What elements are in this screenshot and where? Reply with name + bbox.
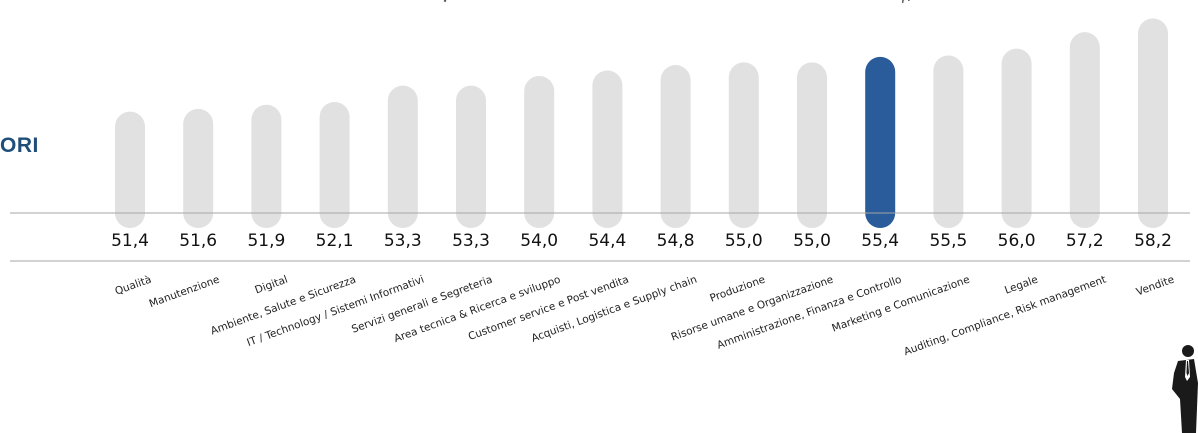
value-label-7: 54,0: [520, 231, 558, 251]
value-label-8: 54,4: [588, 231, 626, 251]
value-label-16: 58,2: [1134, 231, 1172, 251]
bar-12: [865, 56, 896, 228]
bars-group: [115, 18, 1168, 229]
bar-2: [183, 108, 214, 228]
value-label-11: 55,0: [793, 231, 831, 251]
businessman-figure-icon: [1172, 345, 1198, 433]
value-label-1: 51,4: [111, 231, 149, 251]
category-label-1: Qualità: [113, 274, 153, 298]
value-label-5: 53,3: [384, 231, 422, 251]
bar-11: [797, 62, 827, 229]
value-label-3: 51,9: [247, 231, 285, 251]
category-label-2: Manutenzione: [148, 274, 222, 311]
value-label-10: 55,0: [725, 231, 763, 251]
value-label-6: 53,3: [452, 231, 490, 251]
side-title: ORI: [0, 134, 39, 157]
category-label-3: Digital: [253, 274, 289, 297]
bar-16: [1138, 18, 1168, 229]
category-label-14: Legale: [1003, 274, 1040, 297]
bar-3: [251, 104, 282, 228]
bar-6: [456, 85, 486, 228]
bar-7: [524, 76, 555, 228]
bar-4: [319, 102, 350, 228]
bar-5: [387, 85, 418, 228]
bar-10: [728, 62, 759, 229]
bar-14: [1001, 48, 1032, 228]
value-label-14: 56,0: [998, 231, 1036, 251]
bar-9: [660, 65, 691, 228]
value-label-13: 55,5: [929, 231, 967, 251]
value-label-15: 57,2: [1066, 231, 1104, 251]
bar-15: [1069, 32, 1100, 228]
value-label-4: 52,1: [316, 231, 354, 251]
value-label-2: 51,6: [179, 231, 217, 251]
value-labels-group: 51,4 51,6 51,9 52,1 53,3 53,3 54,0 54,4 54,8 55,0…: [111, 231, 1172, 251]
category-label-16: Vendite: [1135, 274, 1176, 299]
bar-13: [933, 55, 964, 228]
bar-8: [592, 70, 623, 229]
value-label-12: 55,4: [861, 231, 899, 251]
bar-1: [115, 111, 145, 228]
value-label-9: 54,8: [657, 231, 695, 251]
